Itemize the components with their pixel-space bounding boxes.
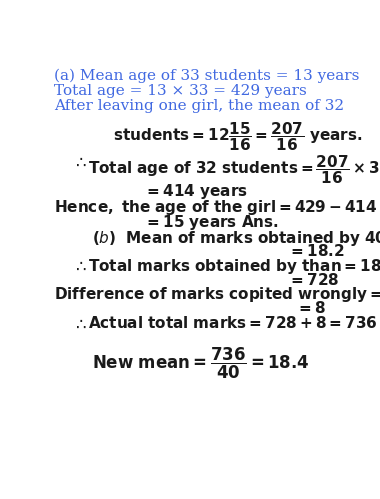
Text: $\bf{= 18.2}$: $\bf{= 18.2}$ <box>288 243 344 259</box>
Text: $\bf{Total\ marks\ obtained\ by\ than = 18.2 \times 40}$: $\bf{Total\ marks\ obtained\ by\ than = … <box>88 257 380 276</box>
Text: $\bf{Total\ age\ of\ 32\ students = \dfrac{207}{16} \times 32}$: $\bf{Total\ age\ of\ 32\ students = \dfr… <box>88 153 380 186</box>
Text: (a) Mean age of 33 students = 13 years: (a) Mean age of 33 students = 13 years <box>54 68 359 83</box>
Text: $\bf{(\mathit{b})\ \ Mean\ of\ marks\ obtained\ by\ 40\ students}$: $\bf{(\mathit{b})\ \ Mean\ of\ marks\ ob… <box>92 229 380 248</box>
Text: $\therefore$: $\therefore$ <box>72 315 87 333</box>
Text: Total age = 13 × 33 = 429 years: Total age = 13 × 33 = 429 years <box>54 84 306 98</box>
Text: $\therefore$: $\therefore$ <box>72 153 87 171</box>
Text: $\therefore$: $\therefore$ <box>72 257 87 275</box>
Text: $\bf{Difference\ of\ marks\ copited\ wrongly = 29 - 21}$: $\bf{Difference\ of\ marks\ copited\ wro… <box>54 285 380 304</box>
Text: $\bf{Hence,\ the\ age\ of\ the\ girl = 429 - 414}$: $\bf{Hence,\ the\ age\ of\ the\ girl = 4… <box>54 198 377 217</box>
Text: $\bf{= 15\ years\ Ans.}$: $\bf{= 15\ years\ Ans.}$ <box>144 213 279 232</box>
Text: $\bf{= 8}$: $\bf{= 8}$ <box>296 300 326 316</box>
Text: After leaving one girl, the mean of 32: After leaving one girl, the mean of 32 <box>54 99 344 113</box>
Text: $\bf{New\ mean = \dfrac{736}{40} = 18.4}$: $\bf{New\ mean = \dfrac{736}{40} = 18.4}… <box>92 345 310 381</box>
Text: $\bf{students = 12\dfrac{15}{16} = \dfrac{207}{16}\ years.}$: $\bf{students = 12\dfrac{15}{16} = \dfra… <box>113 121 363 154</box>
Text: $\bf{= 414\ years}$: $\bf{= 414\ years}$ <box>144 182 248 201</box>
Text: $\bf{Actual\ total\ marks = 728 + 8 = 736}$: $\bf{Actual\ total\ marks = 728 + 8 = 73… <box>88 315 377 331</box>
Text: $\bf{= 728}$: $\bf{= 728}$ <box>288 271 339 287</box>
